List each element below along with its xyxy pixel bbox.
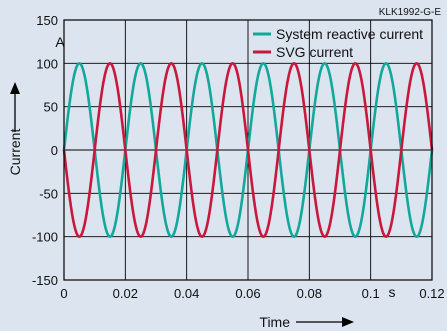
- x-tick-label: 0.1: [362, 286, 380, 301]
- legend-label-svg-current: SVG current: [276, 44, 353, 60]
- y-tick-label: -150: [32, 273, 58, 288]
- x-tick-label: 0: [60, 286, 67, 301]
- y-axis-arrow-icon: [10, 82, 20, 132]
- y-tick-label: 150: [36, 13, 58, 28]
- x-axis-label: Time: [259, 314, 290, 330]
- series-group: [62, 62, 434, 238]
- y-tick-label: 100: [36, 56, 58, 71]
- figure-code: KLK1992-G-E: [379, 7, 442, 18]
- legend-label-system-reactive-current: System reactive current: [276, 26, 423, 42]
- x-axis-arrow-icon: [296, 317, 354, 327]
- series-line-svg-current: [62, 62, 434, 238]
- y-unit-label: A: [55, 34, 65, 50]
- x-tick-label: 0.02: [113, 286, 138, 301]
- y-tick-label: 0: [51, 143, 58, 158]
- plot-frame: [63, 19, 433, 281]
- x-unit-label: s: [389, 284, 396, 300]
- x-tick-label: 0.08: [297, 286, 322, 301]
- x-tick-label: 0.12: [419, 286, 444, 301]
- x-tick-label: 0.04: [174, 286, 199, 301]
- legend: System reactive current SVG current: [253, 26, 423, 60]
- y-tick-label: -50: [39, 186, 58, 201]
- tick-labels: 0 0.02 0.04 0.06 0.08 0.1 0.12 150 100 50 0 -50 -100…: [32, 13, 445, 301]
- y-tick-label: -100: [32, 230, 58, 245]
- x-tick-label: 0.06: [235, 286, 260, 301]
- y-axis-label: Current: [7, 129, 23, 176]
- y-tick-label: 50: [44, 100, 58, 115]
